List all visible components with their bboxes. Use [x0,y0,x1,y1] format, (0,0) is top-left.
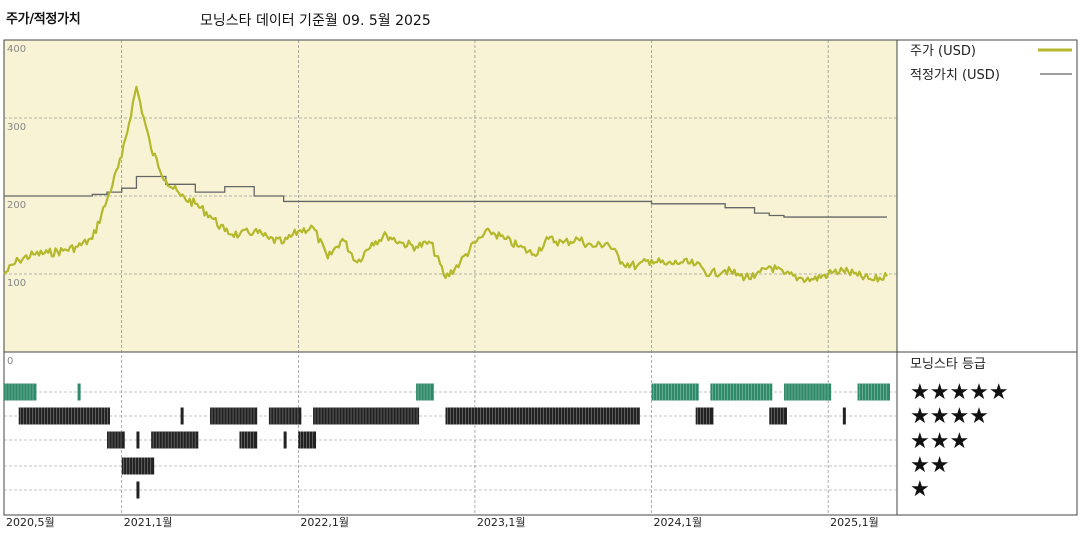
x-tick-label: 2025,1월 [830,516,879,529]
x-tick-label: 2021,1월 [124,516,173,529]
rating-bars [4,383,897,499]
rating-bar-fill [283,431,287,449]
y-tick-label: 400 [7,44,26,55]
rating-bar [769,407,787,425]
legend-box [896,39,1078,353]
rating-bar-fill [239,431,258,449]
rating-bar-fill [783,383,832,401]
legend-stars-4: ★★★★ [910,404,989,429]
price-series [3,85,888,284]
rating-bar-fill [695,407,714,425]
x-axis-ticks: 2020,5월 2021,1월 2022,1월 2023,1월 2024,1월 2025,… [6,516,879,529]
rating-bar-fill [769,407,787,425]
x-tick-label: 2020,5월 [6,516,55,529]
rating-bar-fill [4,383,37,401]
y-tick-label: 0 [7,356,13,367]
rating-bar [4,383,37,401]
y-tick-label: 300 [7,122,26,133]
rating-bar [210,407,258,425]
rating-bar [136,481,140,499]
rating-bar-fill [416,383,434,401]
fair-value-series [4,175,887,218]
rating-bar-fill [121,457,155,475]
rating-bar [151,431,199,449]
rating-bar-fill [136,481,140,499]
rating-bar [180,407,184,425]
rating-bar [268,407,302,425]
rating-legend-box [896,351,1078,516]
rating-bar [857,383,890,401]
legend-stars-3: ★★★ [910,429,969,454]
rating-bar [416,383,434,401]
rating-bar [710,383,773,401]
rating-bar-fill [298,431,317,449]
rating-bar-fill [180,407,184,425]
rating-bar [313,407,420,425]
rating-bar [283,431,287,449]
rating-bar [18,407,111,425]
rating-bar-fill [651,383,699,401]
rating-bar-fill [313,407,420,425]
legend-stars-1: ★ [910,477,930,502]
rating-bar [298,431,317,449]
rating-bar-fill [857,383,890,401]
legend-fair-value-label: 적정가치 (USD) [910,68,1000,83]
rating-bar [842,407,846,425]
y-tick-label: 100 [7,278,26,289]
rating-bar [239,431,258,449]
rating-bar [107,431,125,449]
rating-bar-fill [136,431,140,449]
y-axis-ticks: 0 100 200 300 400 [7,44,26,367]
rating-bar [783,383,832,401]
rating-bar-fill [210,407,258,425]
rating-bar-fill [151,431,199,449]
rating-bar [77,383,81,401]
rating-bar [445,407,640,425]
legend-stars-2: ★★ [910,453,949,478]
rating-bar [651,383,699,401]
chart-subtitle: 모닝스타 데이터 기준월 09. 5월 2025 [200,13,431,29]
rating-bar-fill [710,383,773,401]
rating-bar-fill [268,407,302,425]
chart-header-label: 주가/적정가치 [6,12,81,27]
rating-bar-fill [107,431,125,449]
price-line [3,85,888,284]
x-tick-label: 2022,1월 [300,516,349,529]
rating-bar [695,407,714,425]
x-tick-label: 2024,1월 [654,516,703,529]
rating-bar-fill [445,407,640,425]
rating-bar-fill [18,407,111,425]
x-tick-label: 2023,1월 [477,516,526,529]
rating-bar-fill [77,383,81,401]
rating-legend-title: 모닝스타 등급 [910,357,986,372]
fair-value-line [4,175,887,218]
rating-bar [121,457,155,475]
legend-stars-5: ★★★★★ [910,380,1009,405]
y-tick-label: 200 [7,200,26,211]
rating-bar-fill [842,407,846,425]
rating-bar [136,431,140,449]
legend-price-label: 주가 (USD) [910,44,976,59]
